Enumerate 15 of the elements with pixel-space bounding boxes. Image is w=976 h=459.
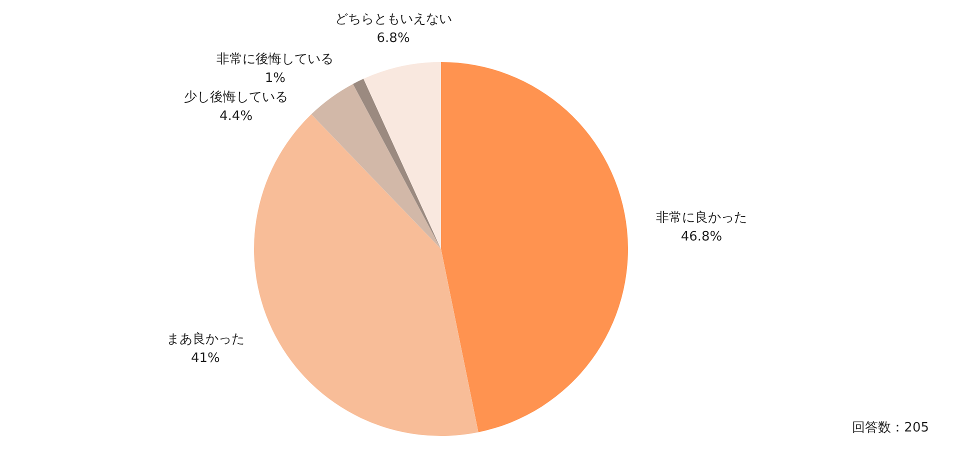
data-label: 1%	[264, 71, 286, 86]
slice-label: どちらともいえない	[334, 12, 452, 28]
pie-slice	[311, 84, 441, 249]
data-label: 46.8%	[680, 229, 722, 244]
text: 回答数：205	[852, 420, 929, 436]
slice-label: 非常に後悔している	[216, 52, 334, 68]
data-label: 4.4%	[220, 109, 253, 124]
slice-label: 非常に良かった	[656, 210, 747, 226]
slice-label: まあ良かった	[166, 332, 244, 348]
data-label: 41%	[191, 351, 220, 366]
data-label: 6.8%	[376, 31, 410, 46]
slice-label: 少し後悔している	[184, 90, 288, 106]
pie-slice	[254, 114, 478, 436]
pie-slice	[441, 62, 628, 432]
pie-slice	[364, 62, 441, 249]
